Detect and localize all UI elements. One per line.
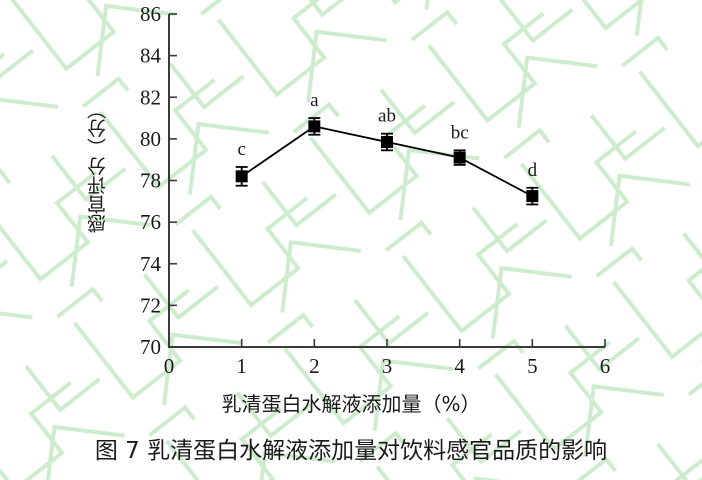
- significance-label: a: [310, 90, 319, 111]
- x-tick-label: 2: [309, 354, 320, 378]
- x-tick-label: 1: [236, 354, 247, 378]
- data-point-marker: [526, 190, 539, 203]
- y-tick-label: 82: [140, 85, 161, 109]
- axis-lines: [168, 14, 605, 348]
- y-tick-label: 74: [140, 252, 162, 276]
- x-tick-label: 4: [454, 354, 465, 378]
- significance-label: ab: [378, 106, 396, 127]
- x-tick-label: 5: [527, 354, 538, 378]
- data-point-marker: [308, 120, 321, 133]
- significance-label: d: [528, 160, 538, 181]
- x-axis-title: 乳清蛋白水解液添加量（%）: [221, 392, 481, 416]
- data-point-marker: [235, 170, 248, 183]
- data-point-marker: [381, 135, 393, 148]
- y-tick-label: 78: [140, 169, 161, 193]
- data-point-marker: [453, 151, 466, 164]
- x-tick-label: 6: [600, 354, 611, 378]
- y-tick-label: 70: [140, 335, 161, 359]
- plot-geometry: 70 72 74 76 78 80 82 84 86 0 1 2 3 4 5 6 c a ab bc d: [140, 2, 610, 378]
- y-tick-label: 72: [140, 293, 161, 317]
- y-tick-label: 80: [140, 127, 161, 151]
- significance-label: bc: [451, 122, 469, 143]
- y-axis-title: 感官评分（分）: [87, 100, 109, 233]
- significance-label: c: [237, 139, 245, 160]
- y-tick-label: 76: [140, 210, 161, 234]
- x-tick-label: 0: [164, 354, 175, 378]
- figure-caption: 图 7 乳清蛋白水解液添加量对饮料感官品质的影响: [94, 438, 608, 464]
- y-tick-label: 84: [140, 44, 162, 68]
- x-tick-label: 3: [382, 354, 393, 378]
- y-tick-label: 86: [140, 2, 161, 26]
